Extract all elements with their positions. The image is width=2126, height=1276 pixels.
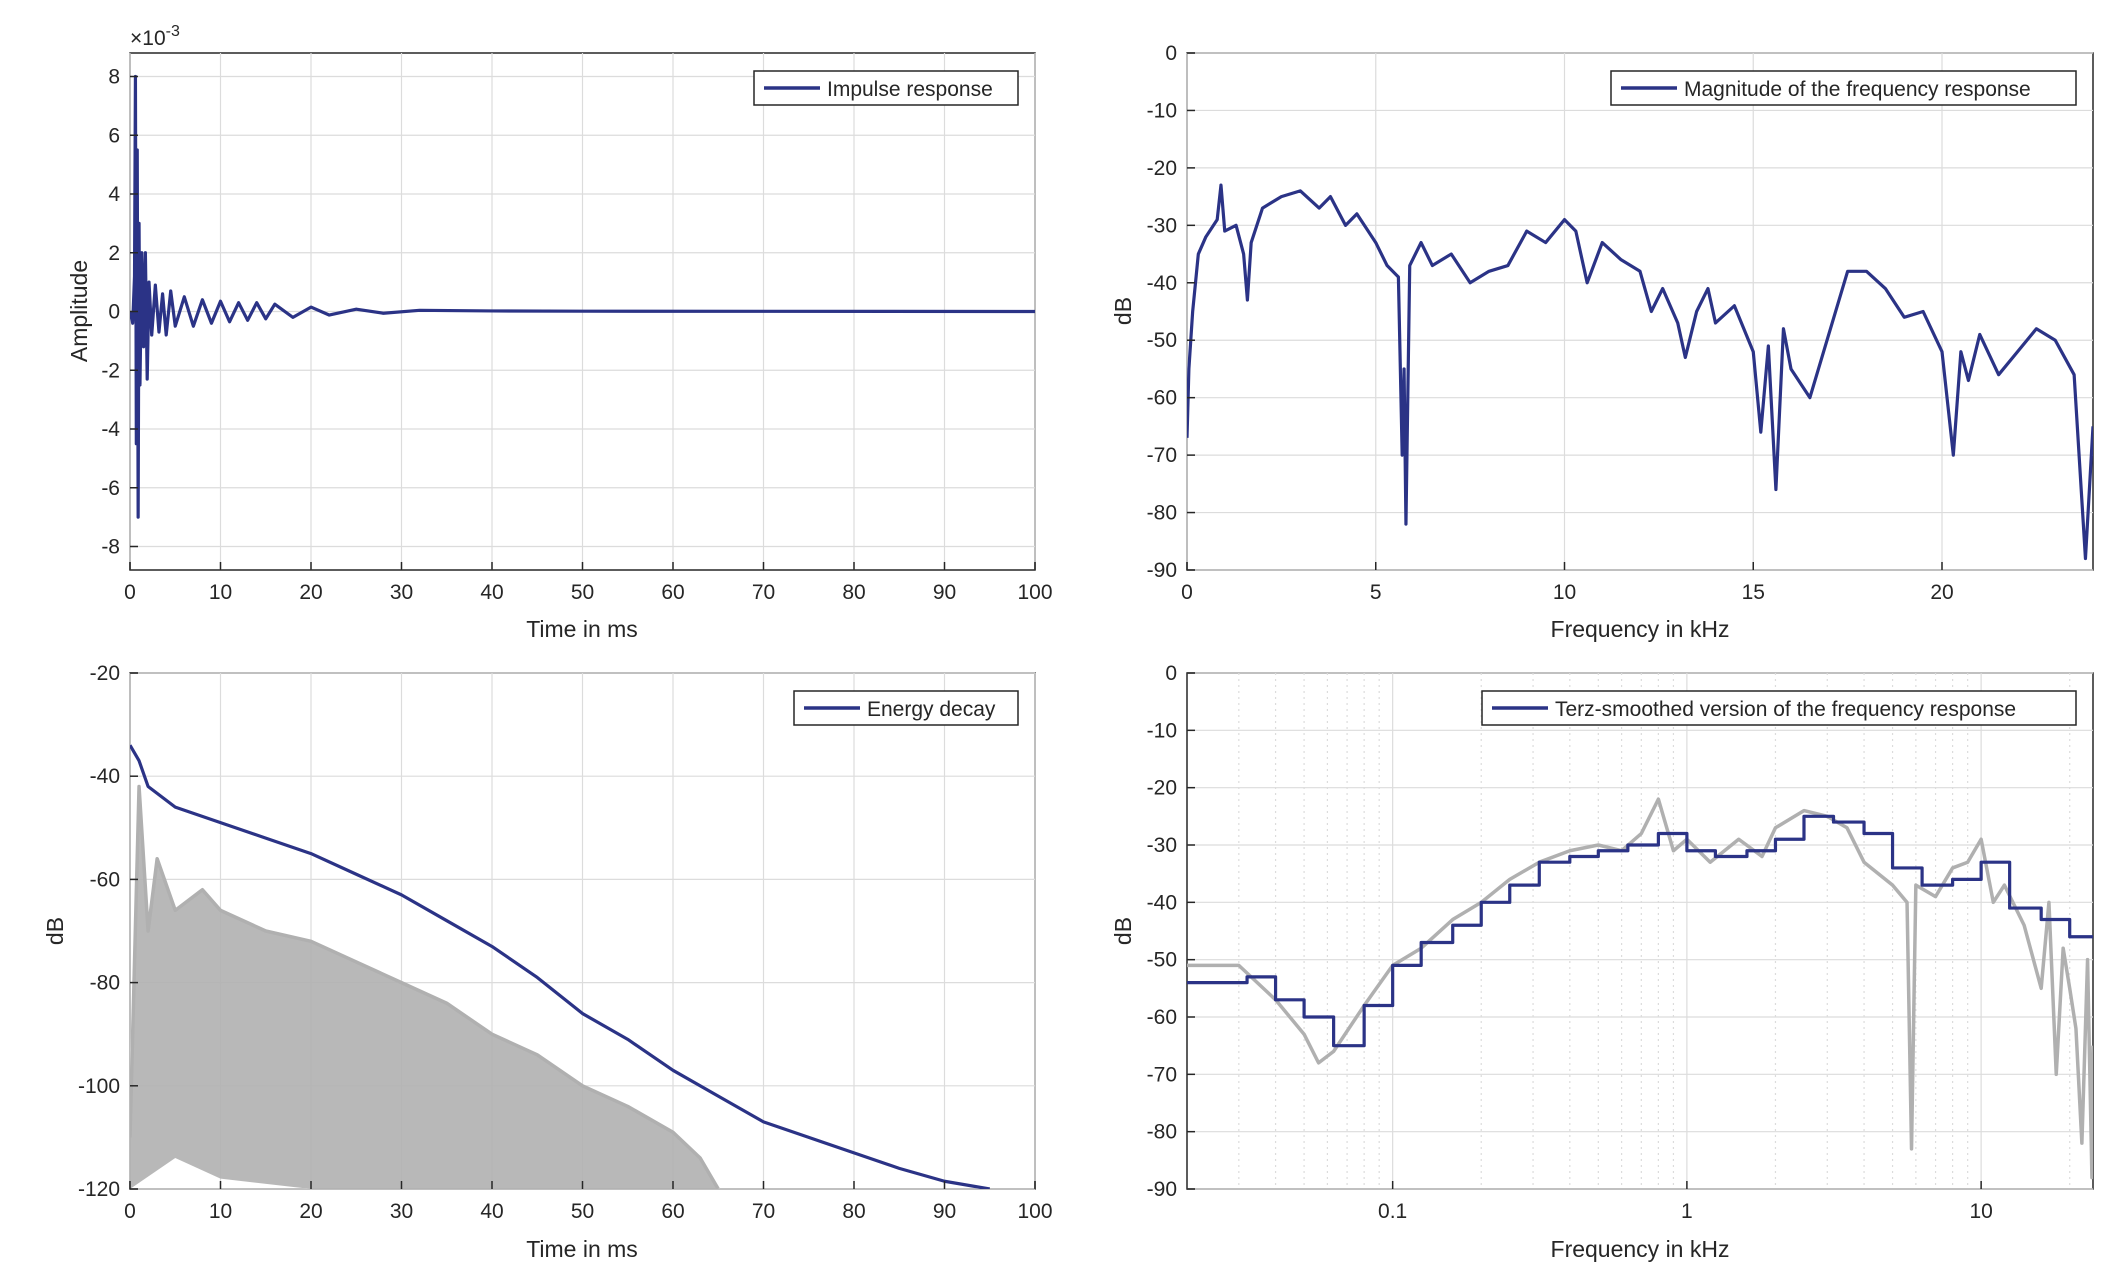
x-tick-label: 90	[933, 581, 956, 604]
series-line	[1187, 814, 2093, 1048]
y-tick-label: -30	[1147, 834, 1177, 857]
legend: Magnitude of the frequency response	[1610, 70, 2077, 106]
y-tick-label: -20	[1147, 157, 1177, 180]
y-tick-label: -100	[78, 1075, 120, 1098]
y-tick-label: -70	[1147, 1063, 1177, 1086]
x-tick-label: 50	[571, 1200, 594, 1223]
x-tick-label: 20	[1930, 581, 1953, 604]
legend-label: Terz-smoothed version of the frequency r…	[1555, 698, 2016, 721]
y-tick-label: -60	[1147, 1006, 1177, 1029]
x-tick-label: 40	[480, 581, 503, 604]
x-tick-label: 70	[752, 1200, 775, 1223]
x-tick-label: 100	[1017, 1200, 1052, 1223]
x-tick-label: 10	[209, 1200, 232, 1223]
background-series-line	[130, 784, 720, 1189]
y-tick-label: 0	[1165, 42, 1177, 65]
y-tick-label: -120	[78, 1178, 120, 1201]
x-tick-label: 100	[1017, 581, 1052, 604]
noise-band	[130, 786, 719, 1189]
x-tick-label: 0	[124, 1200, 136, 1223]
x-tick-label: 40	[480, 1200, 503, 1223]
x-tick-label: 0	[1181, 581, 1193, 604]
legend-label: Impulse response	[827, 78, 993, 101]
x-tick-label: 20	[299, 581, 322, 604]
x-tick-label: 0.1	[1378, 1200, 1407, 1223]
y-tick-label: -40	[90, 765, 120, 788]
y-axis-label: dB	[1110, 297, 1136, 325]
x-axis-label: Frequency in kHz	[1551, 1236, 1730, 1262]
energy-decay-panel: 0 10 20 30 40 50 60 70 80 90 100 -20 -40 -60 -80 -100 -1…	[42, 662, 1053, 1262]
y-tick-label: -90	[1147, 1178, 1177, 1201]
exponent-base: ×10	[130, 27, 166, 50]
legend-label: Magnitude of the frequency response	[1684, 78, 2031, 101]
y-tick-label: -80	[1147, 1121, 1177, 1144]
y-axis-label: dB	[1110, 917, 1136, 945]
y-tick-label: -2	[101, 359, 120, 382]
y-tick-label: -80	[90, 972, 120, 995]
y-tick-label: -90	[1147, 559, 1177, 582]
legend-box	[1481, 690, 2077, 726]
y-tick-label: -50	[1147, 949, 1177, 972]
y-tick-label: 4	[108, 183, 120, 206]
y-tick-label: -40	[1147, 891, 1177, 914]
x-tick-label: 1	[1681, 1200, 1693, 1223]
y-tick-label: -10	[1147, 99, 1177, 122]
x-tick-label: 10	[1969, 1200, 1992, 1223]
y-tick-label: -60	[1147, 387, 1177, 410]
exponent-power: -3	[166, 23, 180, 40]
legend: Terz-smoothed version of the frequency r…	[1481, 690, 2077, 726]
y-tick-label: -20	[90, 662, 120, 685]
legend-box	[1610, 70, 2077, 106]
y-tick-label: 0	[108, 301, 120, 324]
x-tick-label: 60	[661, 1200, 684, 1223]
x-tick-label: 80	[842, 581, 865, 604]
legend: Energy decay	[793, 690, 1019, 726]
x-tick-label: 0	[124, 581, 136, 604]
x-axis-label: Frequency in kHz	[1551, 616, 1730, 642]
plot-area	[1186, 672, 2094, 1190]
x-tick-label: 30	[390, 1200, 413, 1223]
y-tick-label: -40	[1147, 272, 1177, 295]
axis-exponent: ×10-3	[130, 23, 180, 50]
x-axis-label: Time in ms	[526, 616, 638, 642]
x-tick-label: 70	[752, 581, 775, 604]
impulse-response-panel: 0 10 20 30 40 50 60 70 80 90 100 -8 -6 -4 -2 0 2 4 6 8 Time…	[66, 23, 1053, 642]
y-tick-label: -4	[101, 418, 120, 441]
legend: Impulse response	[753, 70, 1019, 106]
y-axis-label: dB	[42, 917, 68, 945]
series-line	[130, 744, 991, 1189]
y-axis-label: Amplitude	[66, 260, 92, 362]
legend-label: Energy decay	[867, 698, 996, 721]
x-tick-label: 10	[209, 581, 232, 604]
y-tick-label: 2	[108, 242, 120, 265]
terz-smoothed-panel: 0.1 1 10 0 -10 -20 -30 -40 -50 -60 -70 -80 -90 Frequ…	[1110, 662, 2094, 1262]
y-tick-label: -70	[1147, 444, 1177, 467]
y-tick-label: -30	[1147, 214, 1177, 237]
x-tick-label: 90	[933, 1200, 956, 1223]
y-tick-label: 6	[108, 124, 120, 147]
y-tick-label: 8	[108, 66, 120, 89]
magnitude-panel: 0 5 10 15 20 0 -10 -20 -30 -40 -50 -60 -70 -80 -90 Fre…	[1110, 42, 2094, 642]
y-tick-label: -10	[1147, 719, 1177, 742]
y-tick-label: -80	[1147, 502, 1177, 525]
x-axis-label: Time in ms	[526, 1236, 638, 1262]
y-tick-label: -20	[1147, 777, 1177, 800]
x-tick-label: 50	[571, 581, 594, 604]
y-tick-label: 0	[1165, 662, 1177, 685]
y-tick-label: -50	[1147, 329, 1177, 352]
y-tick-label: -6	[101, 477, 120, 500]
x-tick-label: 5	[1370, 581, 1382, 604]
x-tick-label: 20	[299, 1200, 322, 1223]
y-tick-label: -60	[90, 868, 120, 891]
x-tick-label: 15	[1742, 581, 1765, 604]
plot-area	[1186, 52, 2094, 571]
x-tick-label: 30	[390, 581, 413, 604]
x-tick-label: 10	[1553, 581, 1576, 604]
x-tick-label: 60	[661, 581, 684, 604]
series-line	[1187, 183, 2093, 561]
series-line	[130, 74, 1035, 519]
x-tick-label: 80	[842, 1200, 865, 1223]
y-tick-label: -8	[101, 536, 120, 559]
